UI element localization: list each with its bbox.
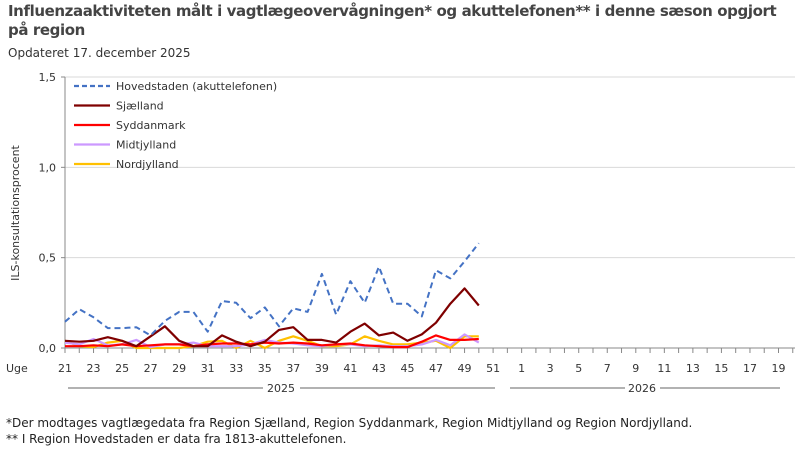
x-tick-label: 1 xyxy=(518,362,525,375)
x-tick-label: 5 xyxy=(575,362,582,375)
series-line-1 xyxy=(64,287,480,348)
legend-label: Midtjylland xyxy=(116,139,176,152)
footnote-1: *Der modtages vagtlægedata fra Region Sj… xyxy=(6,416,693,430)
x-tick-label: 9 xyxy=(632,362,639,375)
y-tick-label: 1,0 xyxy=(39,161,57,174)
x-tick-label: 11 xyxy=(657,362,671,375)
x-tick-label: 23 xyxy=(87,362,101,375)
footnote-2: ** I Region Hovedstaden er data fra 1813… xyxy=(6,432,347,446)
updated-date: Opdateret 17. december 2025 xyxy=(8,46,191,60)
year-label: 2026 xyxy=(628,382,656,395)
x-tick-label: 17 xyxy=(743,362,757,375)
chart-title: Influenzaaktiviteten målt i vagtlægeover… xyxy=(8,2,777,39)
y-tick-label: 0,0 xyxy=(39,342,57,355)
x-tick-label: 51 xyxy=(486,362,500,375)
x-tick-label: 43 xyxy=(372,362,386,375)
x-tick-label: 31 xyxy=(201,362,215,375)
x-tick-label: 39 xyxy=(315,362,329,375)
series-line-0 xyxy=(64,242,480,337)
x-tick-label: 49 xyxy=(458,362,472,375)
x-tick-label: 41 xyxy=(343,362,357,375)
legend-label: Hovedstaden (akuttelefonen) xyxy=(116,80,277,93)
x-tick-label: 3 xyxy=(547,362,554,375)
x-tick-label: 27 xyxy=(144,362,158,375)
x-tick-label: 7 xyxy=(604,362,611,375)
x-tick-label: 47 xyxy=(429,362,443,375)
legend-label: Sjælland xyxy=(116,100,164,113)
x-tick-label: 25 xyxy=(115,362,129,375)
y-tick-label: 0,5 xyxy=(39,252,57,265)
x-tick-label: 37 xyxy=(286,362,300,375)
x-tick-label: 29 xyxy=(172,362,186,375)
x-tick-label: 33 xyxy=(229,362,243,375)
x-tick-label: 13 xyxy=(686,362,700,375)
x-tick-label: 21 xyxy=(58,362,72,375)
line-chart: 0,0 0,5 1,0 1,5 ILS-konsultationsprocent Uge 2… xyxy=(6,71,795,395)
y-tick-label: 1,5 xyxy=(39,71,57,84)
y-axis-label: ILS-konsultationsprocent xyxy=(9,144,22,280)
legend-label: Nordjylland xyxy=(116,158,179,171)
x-tick-label: 19 xyxy=(772,362,786,375)
legend-label: Syddanmark xyxy=(116,119,186,132)
x-tick-label: 35 xyxy=(258,362,272,375)
x-axis-prefix: Uge xyxy=(6,362,28,375)
year-label: 2025 xyxy=(267,382,295,395)
x-tick-label: 15 xyxy=(714,362,728,375)
x-tick-label: 45 xyxy=(400,362,414,375)
